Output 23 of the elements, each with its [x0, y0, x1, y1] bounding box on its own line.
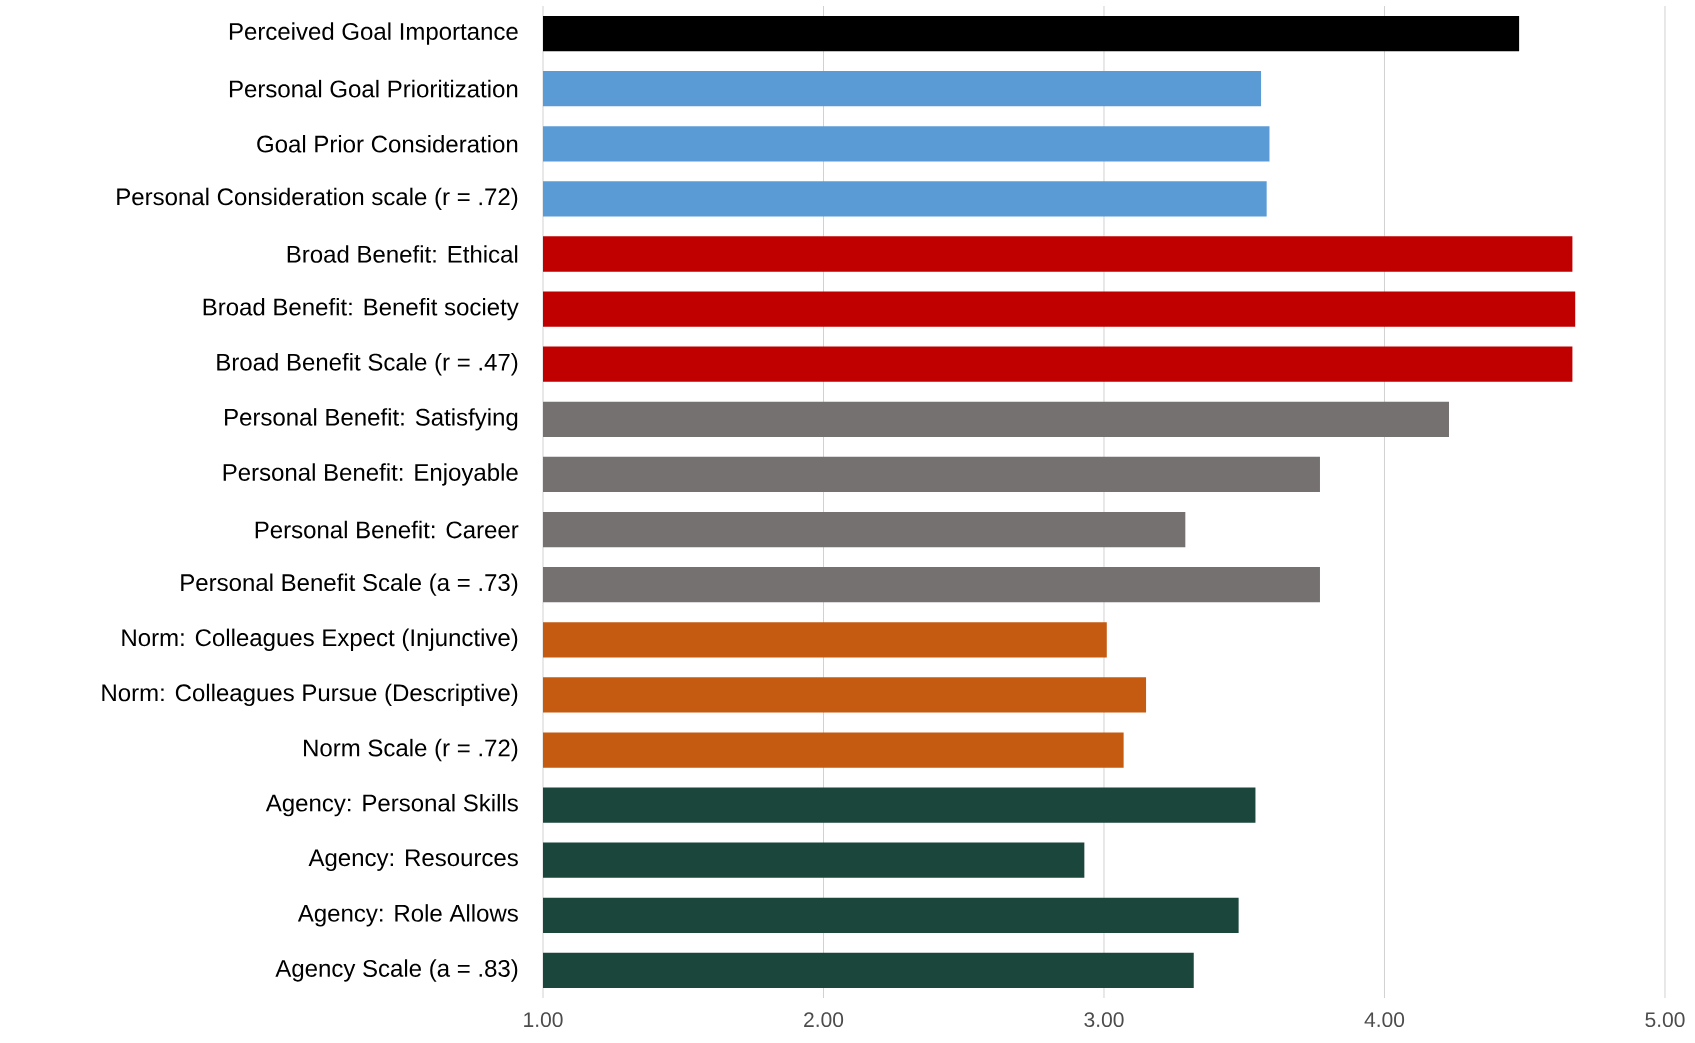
- y-tick-label: Goal Prior Consideration: [257, 134, 518, 153]
- y-tick-label: Broad Benefit Scale (r = .47): [217, 353, 518, 376]
- y-tick-label: Agency: Role Allows: [297, 904, 518, 927]
- y-tick-label: Norm Scale (r = .72): [304, 738, 518, 762]
- x-tick-label: 1.00: [524, 1012, 563, 1028]
- y-tick-label: Personal Benefit: Career: [255, 520, 519, 539]
- y-tick-label: Norm: Colleagues Expect (Injunctive): [122, 628, 518, 651]
- x-tick-label: 3.00: [1084, 1012, 1124, 1028]
- x-tick-label: 5.00: [1645, 1012, 1685, 1028]
- y-tick-label: Agency: Resources: [308, 849, 518, 871]
- x-tick-label: 2.00: [804, 1012, 844, 1028]
- y-tick-label: Personal Goal Prioritization: [229, 79, 518, 98]
- y-tick-label: Norm: Colleagues Pursue (Descriptive): [102, 683, 518, 707]
- y-tick-label: Agency: Personal Skills: [265, 793, 518, 817]
- x-tick-label: 4.00: [1364, 1012, 1405, 1028]
- y-tick-label: Personal Benefit Scale (a = .73): [181, 573, 518, 596]
- y-tick-label: Broad Benefit: Benefit society: [203, 297, 519, 321]
- y-tick-label: Personal Benefit: Enjoyable: [223, 463, 518, 486]
- y-tick-label: Agency Scale (a = .83): [275, 959, 518, 982]
- y-tick-label: Personal Consideration scale (r = .72): [117, 187, 518, 211]
- y-tick-label: Broad Benefit: Ethical: [287, 245, 518, 263]
- y-tick-label: Perceived Goal Importance: [229, 22, 518, 45]
- y-tick-label: Personal Benefit: Satisfying: [225, 408, 518, 431]
